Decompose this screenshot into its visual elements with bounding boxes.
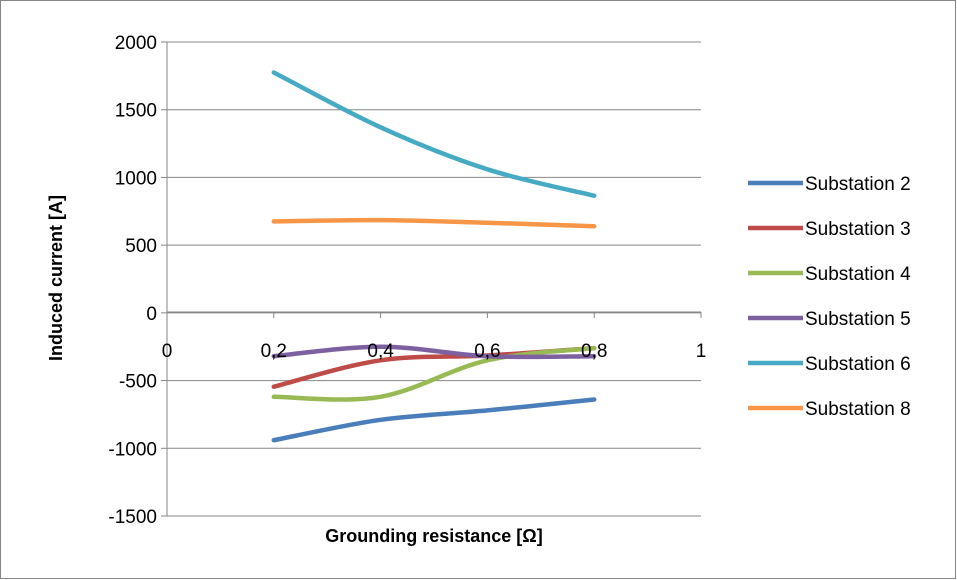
series-line-substation-2 bbox=[271, 397, 597, 443]
x-tick-label: 0,2 bbox=[261, 341, 287, 362]
x-tick-label: 0,8 bbox=[581, 341, 607, 362]
series-lines bbox=[271, 70, 597, 443]
axes bbox=[161, 41, 702, 517]
legend-label-substation-6: Substation 6 bbox=[805, 354, 911, 375]
legend-label-substation-8: Substation 8 bbox=[805, 399, 911, 420]
y-tick-label: 1500 bbox=[115, 101, 157, 122]
y-tick-label: 1000 bbox=[115, 168, 157, 189]
legend-label-substation-5: Substation 5 bbox=[805, 309, 911, 330]
series-line-substation-8 bbox=[271, 217, 597, 229]
legend: Substation 2 Substation 3 Substation 4 Subs… bbox=[748, 174, 911, 420]
legend-label-substation-4: Substation 4 bbox=[805, 264, 911, 285]
y-axis-title: Induced current [A] bbox=[46, 195, 66, 361]
y-tick-label: 0 bbox=[146, 304, 157, 325]
legend-label-substation-3: Substation 3 bbox=[805, 219, 911, 240]
y-tick-label: -1500 bbox=[108, 507, 157, 528]
x-tick-label: 1 bbox=[696, 341, 707, 362]
x-tick-label: 0,6 bbox=[474, 341, 500, 362]
y-tick-label: 2000 bbox=[115, 33, 157, 54]
y-tick-label: -500 bbox=[119, 372, 157, 393]
x-axis-title: Grounding resistance [Ω] bbox=[325, 526, 542, 546]
series-line-substation-4 bbox=[271, 345, 597, 402]
x-tick-label: 0 bbox=[162, 341, 173, 362]
series-line-substation-5 bbox=[271, 344, 597, 360]
x-tick-label: 0,4 bbox=[367, 341, 394, 362]
y-tick-label: 500 bbox=[125, 236, 157, 257]
series-line-substation-6 bbox=[271, 70, 597, 198]
legend-label-substation-2: Substation 2 bbox=[805, 174, 911, 195]
y-tick-label: -1000 bbox=[108, 439, 157, 460]
